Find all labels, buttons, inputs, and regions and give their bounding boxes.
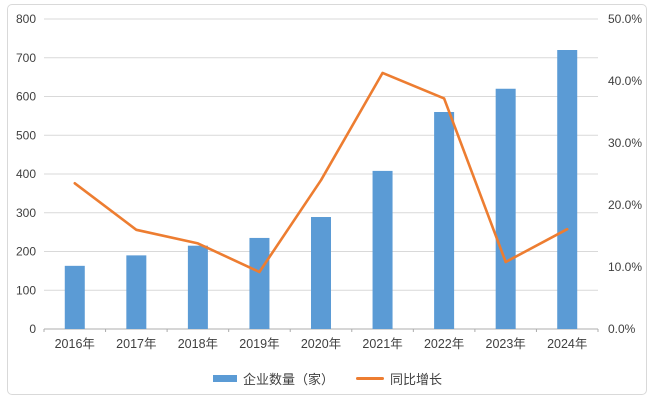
x-axis-category-label: 2018年 [178,337,218,351]
bar-series-swatch [212,375,237,382]
bar-2022年 [434,112,455,329]
left-axis-label: 300 [16,206,36,220]
bar-2020年 [311,217,331,329]
left-axis-label: 100 [16,283,36,297]
line-series-marker [356,377,384,380]
growth-line [73,71,569,274]
bar-2019年 [249,237,270,329]
x-axis-category-label: 2022年 [424,337,464,351]
x-axis-category-label: 2023年 [486,337,526,351]
right-axis-label: 20.0% [608,198,642,212]
legend: 企业数量（家） 同比增长 [0,369,655,388]
x-axis-category-label: 2019年 [239,337,279,351]
right-axis-label: 30.0% [608,136,642,150]
bar-2016年 [64,265,85,329]
right-axis-label: 50.0% [608,12,642,26]
bar-2023年 [495,88,516,329]
bar-2024年 [557,50,578,329]
left-axis-label: 800 [16,12,36,26]
left-axis-label: 400 [16,167,36,181]
right-axis-label: 40.0% [608,74,642,88]
x-axis-category-label: 2016年 [55,337,95,351]
x-axis-category-label: 2024年 [547,337,587,351]
legend-label-yoy-growth: 同比增长 [390,372,443,387]
right-axis-label: 0.0% [608,322,636,336]
legend-item-yoy-growth: 同比增长 [356,369,442,388]
left-axis-label: 200 [16,245,36,259]
bar-2021年 [372,170,393,329]
bar-2018年 [187,245,208,329]
legend-label-enterprise-count: 企业数量（家） [242,372,334,387]
x-axis-category-label: 2020年 [301,337,341,351]
left-axis-label: 0 [29,322,36,336]
left-axis-label: 500 [16,128,36,142]
right-axis-label: 10.0% [608,260,642,274]
x-axis-category-label: 2017年 [116,337,156,351]
bar-2017年 [126,255,147,329]
x-axis-category-label: 2021年 [362,337,402,351]
left-axis-label: 600 [16,90,36,104]
left-axis-label: 700 [16,51,36,65]
chart-frame [7,4,647,395]
legend-item-enterprise-count: 企业数量（家） [212,369,334,388]
